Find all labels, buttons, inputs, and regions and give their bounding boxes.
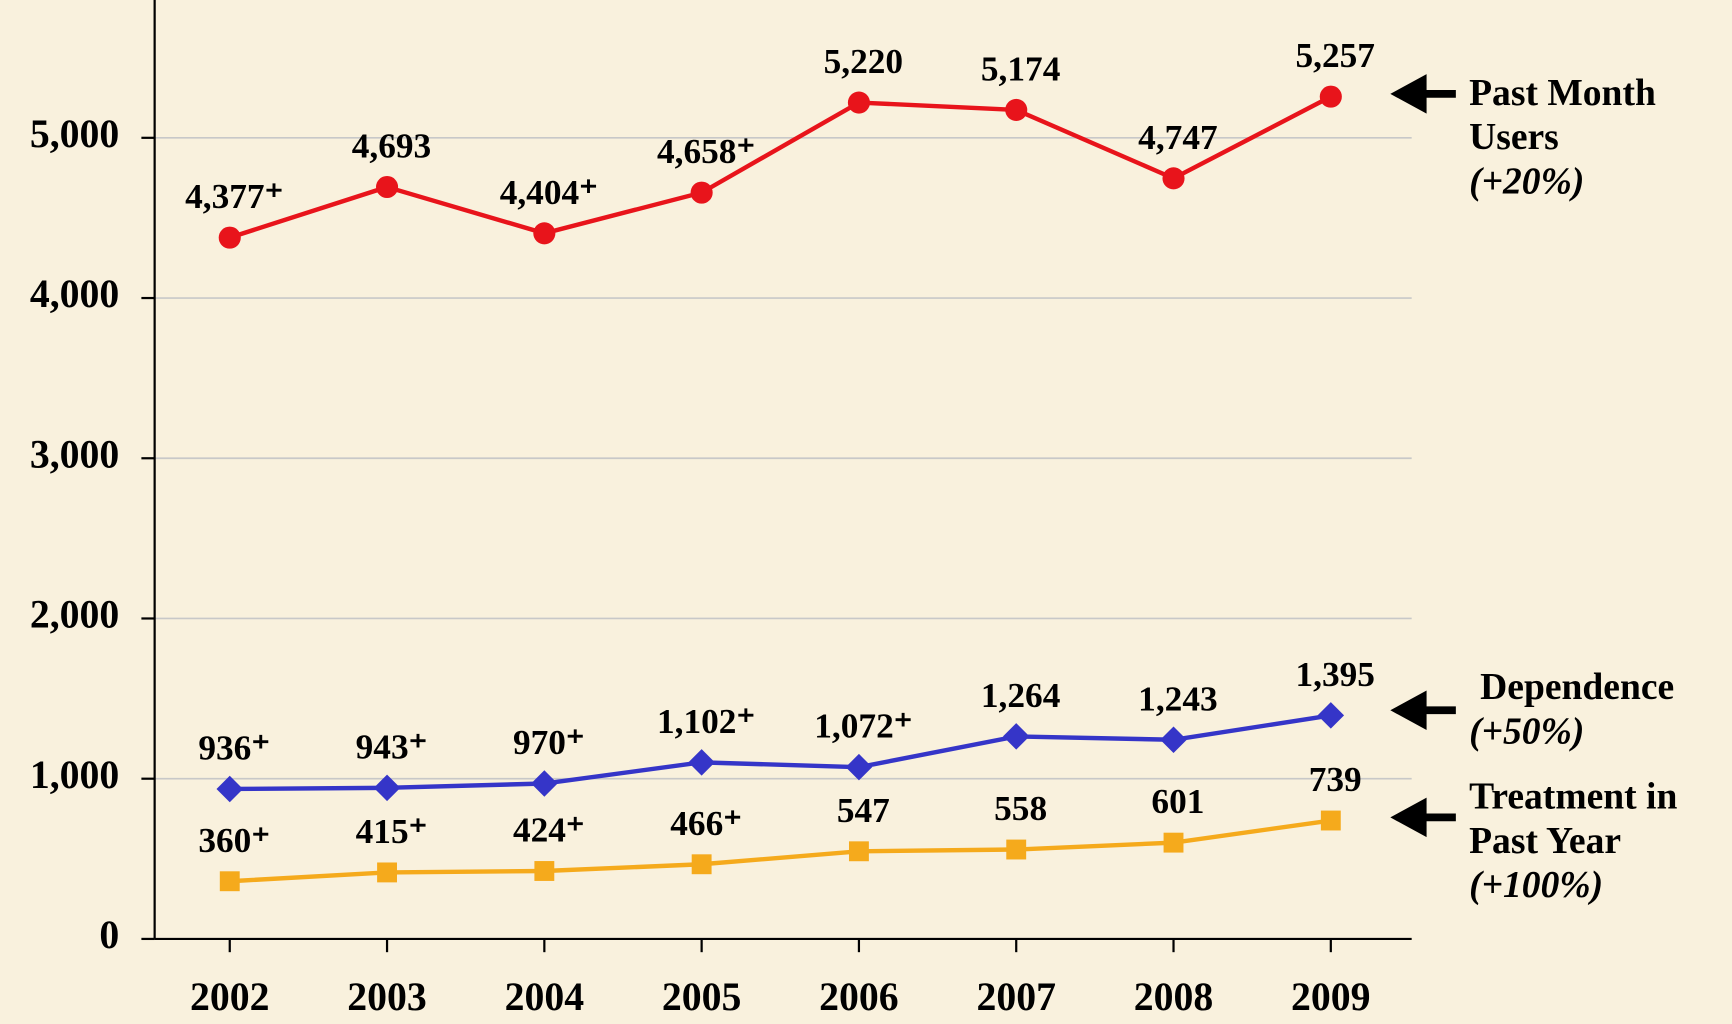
value-label: 5,174 xyxy=(981,49,1061,88)
series-name: Past Month Users xyxy=(1469,72,1656,158)
value-label: 5,220 xyxy=(824,42,904,81)
x-tick-label: 2009 xyxy=(1291,975,1371,1019)
marker xyxy=(1319,85,1342,108)
value-label: 4,404⁺ xyxy=(500,173,598,212)
series-note: Treatment in Past Year(+100%) xyxy=(1469,776,1678,906)
x-tick-label: 2004 xyxy=(505,975,585,1019)
marker xyxy=(1006,839,1027,860)
value-label: 424⁺ xyxy=(513,811,585,850)
marker xyxy=(373,774,401,802)
series-change: (+50%) xyxy=(1469,711,1585,753)
marker xyxy=(1317,702,1345,729)
series-note: Past Month Users(+20%) xyxy=(1469,72,1656,203)
marker xyxy=(690,181,713,204)
marker xyxy=(377,862,397,883)
series-name: Dependence xyxy=(1480,667,1675,709)
marker xyxy=(1002,723,1030,750)
value-label: 360⁺ xyxy=(198,821,270,860)
value-label: 1,264 xyxy=(981,676,1061,715)
value-label: 936⁺ xyxy=(198,729,270,768)
marker xyxy=(688,749,715,776)
marker xyxy=(691,854,712,875)
value-label: 943⁺ xyxy=(356,727,428,766)
value-label: 970⁺ xyxy=(513,723,585,762)
arrows xyxy=(1390,74,1456,838)
marker xyxy=(1005,98,1028,121)
value-label: 1,102⁺ xyxy=(657,702,755,741)
value-label: 1,243 xyxy=(1138,679,1218,718)
marker xyxy=(219,871,240,892)
series-note: Dependence(+50%) xyxy=(1469,667,1675,753)
marker xyxy=(216,775,244,803)
value-label: 4,747 xyxy=(1138,118,1218,157)
y-tick-label: 1,000 xyxy=(30,753,119,797)
value-label: 4,658⁺ xyxy=(657,132,755,171)
value-label: 547 xyxy=(837,791,890,830)
series-line xyxy=(229,818,1332,884)
series-name: Treatment in Past Year xyxy=(1469,776,1678,862)
marker xyxy=(1162,167,1185,190)
value-label: 466⁺ xyxy=(670,804,742,843)
x-tick-label: 2008 xyxy=(1134,975,1214,1019)
x-tick-label: 2003 xyxy=(347,975,427,1019)
y-tick-label: 2,000 xyxy=(30,593,119,637)
marker xyxy=(534,861,555,881)
value-label: 601 xyxy=(1151,782,1204,821)
series-line xyxy=(229,94,1332,240)
series-change: (+20%) xyxy=(1469,161,1585,203)
value-label: 4,377⁺ xyxy=(185,177,283,216)
arrow xyxy=(1390,797,1456,838)
x-tick-label: 2002 xyxy=(190,975,270,1019)
y-tick-label: 0 xyxy=(99,913,119,957)
marker xyxy=(1320,810,1341,831)
marker xyxy=(845,753,873,781)
x-tick-label: 2006 xyxy=(819,975,899,1019)
marker xyxy=(848,841,869,862)
value-label: 5,257 xyxy=(1295,36,1375,75)
series-change: (+100%) xyxy=(1469,864,1604,906)
value-label: 739 xyxy=(1309,760,1362,799)
marker xyxy=(1163,832,1184,853)
y-tick-label: 4,000 xyxy=(30,272,119,316)
x-tick-label: 2005 xyxy=(662,975,742,1019)
marker xyxy=(1160,726,1187,754)
marker xyxy=(376,175,399,199)
value-label: 4,693 xyxy=(352,127,432,166)
marker xyxy=(531,770,558,797)
value-label: 415⁺ xyxy=(356,812,428,851)
y-tick-label: 3,000 xyxy=(30,432,119,476)
series-line xyxy=(229,713,1332,792)
value-label: 1,395 xyxy=(1295,655,1375,694)
marker xyxy=(847,91,870,114)
arrow xyxy=(1390,74,1456,114)
value-label: 558 xyxy=(994,789,1047,828)
y-tick-label: 5,000 xyxy=(30,112,119,156)
x-tick-label: 2007 xyxy=(976,975,1056,1019)
value-label: 1,072⁺ xyxy=(814,707,912,746)
arrow xyxy=(1390,690,1456,731)
marker xyxy=(533,222,556,245)
marker xyxy=(218,226,241,249)
